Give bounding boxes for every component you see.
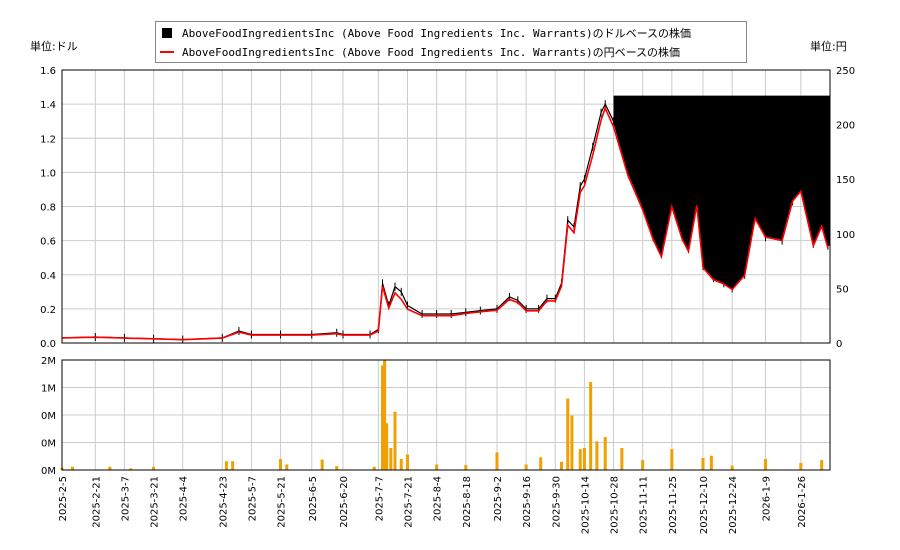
left-tick-label: 0.6 <box>40 237 56 248</box>
volume-bar <box>582 448 586 470</box>
left-tick-label: 0.4 <box>40 271 56 282</box>
x-tick-label: 2026-1-9 <box>761 476 772 521</box>
x-tick-label: 2025-4-23 <box>218 476 229 528</box>
volume-bar <box>389 448 393 470</box>
right-tick-label: 0 <box>836 339 842 350</box>
legend-item-jpy: AboveFoodIngredientsInc (Above Food Ingr… <box>160 43 680 61</box>
volume-bar <box>279 459 283 470</box>
legend-label-usd: AboveFoodIngredientsInc (Above Food Ingr… <box>182 27 692 40</box>
volume-tick-label: 0M <box>41 411 56 422</box>
price-plot-frame <box>61 69 831 344</box>
volume-bar <box>152 466 156 470</box>
volume-bar <box>285 464 289 470</box>
left-tick-label: 1.2 <box>40 134 56 145</box>
legend-item-usd: AboveFoodIngredientsInc (Above Food Ingr… <box>160 24 691 42</box>
right-tick-label: 250 <box>836 66 855 77</box>
volume-bar <box>820 460 824 470</box>
volume-tick-label: 0M <box>41 466 56 477</box>
volume-tick-label: 1M <box>41 384 56 395</box>
x-tick-label: 2025-9-30 <box>551 476 562 528</box>
x-tick-label: 2025-7-21 <box>403 476 414 528</box>
x-tick-label: 2025-8-18 <box>462 476 473 528</box>
volume-bar <box>578 449 582 470</box>
x-tick-label: 2025-9-2 <box>493 476 504 521</box>
left-tick-label: 1.6 <box>40 66 56 77</box>
volume-bar <box>129 468 133 470</box>
volume-bar <box>566 398 570 470</box>
volume-bar <box>595 441 599 470</box>
legend-label-jpy: AboveFoodIngredientsInc (Above Food Ingr… <box>182 46 681 59</box>
x-tick-label: 2025-10-14 <box>580 476 591 534</box>
right-tick-label: 150 <box>836 175 855 186</box>
volume-bar <box>709 455 713 470</box>
volume-bar <box>799 462 803 470</box>
x-tick-label: 2025-2-21 <box>91 476 102 528</box>
volume-bar <box>570 415 574 470</box>
volume-bar <box>385 423 389 470</box>
left-axis-unit: 単位:ドル <box>30 40 78 53</box>
x-tick-label: 2025-12-24 <box>728 476 739 534</box>
right-axis-unit: 単位:円 <box>810 40 847 53</box>
volume-bar <box>641 460 645 470</box>
volume-bar <box>405 454 409 470</box>
volume-bar <box>231 461 235 470</box>
volume-bar <box>393 411 397 470</box>
x-tick-label: 2025-11-25 <box>668 476 679 534</box>
volume-bar <box>589 382 593 470</box>
x-tick-label: 2026-1-26 <box>797 476 808 528</box>
x-tick-label: 2025-7-7 <box>374 476 385 521</box>
legend-swatch-usd <box>162 28 172 38</box>
x-tick-label: 2025-3-7 <box>120 476 131 521</box>
volume-bar <box>335 466 339 470</box>
x-tick-label: 2025-12-10 <box>699 476 710 534</box>
volume-bar <box>524 464 528 470</box>
volume-bar <box>320 459 324 470</box>
usd-range-band <box>613 95 830 289</box>
legend-swatch-jpy <box>160 51 174 53</box>
volume-bar <box>108 466 112 470</box>
left-tick-label: 1.4 <box>40 100 56 111</box>
volume-bar <box>464 465 468 470</box>
volume-bar <box>383 360 387 470</box>
left-tick-label: 0.2 <box>40 305 56 316</box>
x-tick-label: 2025-6-20 <box>339 476 350 528</box>
x-tick-label: 2025-2-5 <box>58 476 69 521</box>
volume-bar <box>435 464 439 470</box>
volume-bar <box>763 459 767 470</box>
x-tick-label: 2025-3-21 <box>150 476 161 528</box>
volume-bar <box>730 465 734 470</box>
left-tick-label: 1.0 <box>40 168 56 179</box>
volume-bar <box>495 452 499 470</box>
x-tick-label: 2025-5-7 <box>247 476 258 521</box>
volume-bar <box>224 461 228 470</box>
volume-bar <box>399 459 403 470</box>
right-tick-label: 100 <box>836 230 855 241</box>
volume-bar <box>603 437 607 470</box>
volume-bar <box>539 457 543 470</box>
x-tick-label: 2025-5-21 <box>277 476 288 528</box>
left-tick-label: 0.0 <box>40 339 56 350</box>
volume-tick-label: 2M <box>41 356 56 367</box>
jpy-price-line <box>61 106 829 341</box>
x-tick-label: 2025-10-28 <box>610 476 621 534</box>
x-tick-label: 2025-4-4 <box>179 476 190 521</box>
volume-tick-label: 0M <box>41 439 56 450</box>
volume-bar <box>560 461 564 470</box>
volume-bar <box>381 365 385 470</box>
right-tick-label: 50 <box>836 284 849 295</box>
volume-bar <box>620 448 624 470</box>
volume-plot-frame <box>61 359 831 471</box>
x-tick-label: 2025-11-11 <box>639 476 650 534</box>
left-tick-label: 0.8 <box>40 203 56 214</box>
volume-bar <box>372 466 376 470</box>
volume-bar <box>701 457 705 470</box>
volume-bar <box>70 466 74 470</box>
x-tick-label: 2025-8-4 <box>433 476 444 521</box>
right-tick-label: 200 <box>836 121 855 132</box>
chart-legend: AboveFoodIngredientsInc (Above Food Ingr… <box>155 21 747 63</box>
volume-bar <box>670 449 674 470</box>
x-tick-label: 2025-6-5 <box>308 476 319 521</box>
x-tick-label: 2025-9-16 <box>522 476 533 528</box>
